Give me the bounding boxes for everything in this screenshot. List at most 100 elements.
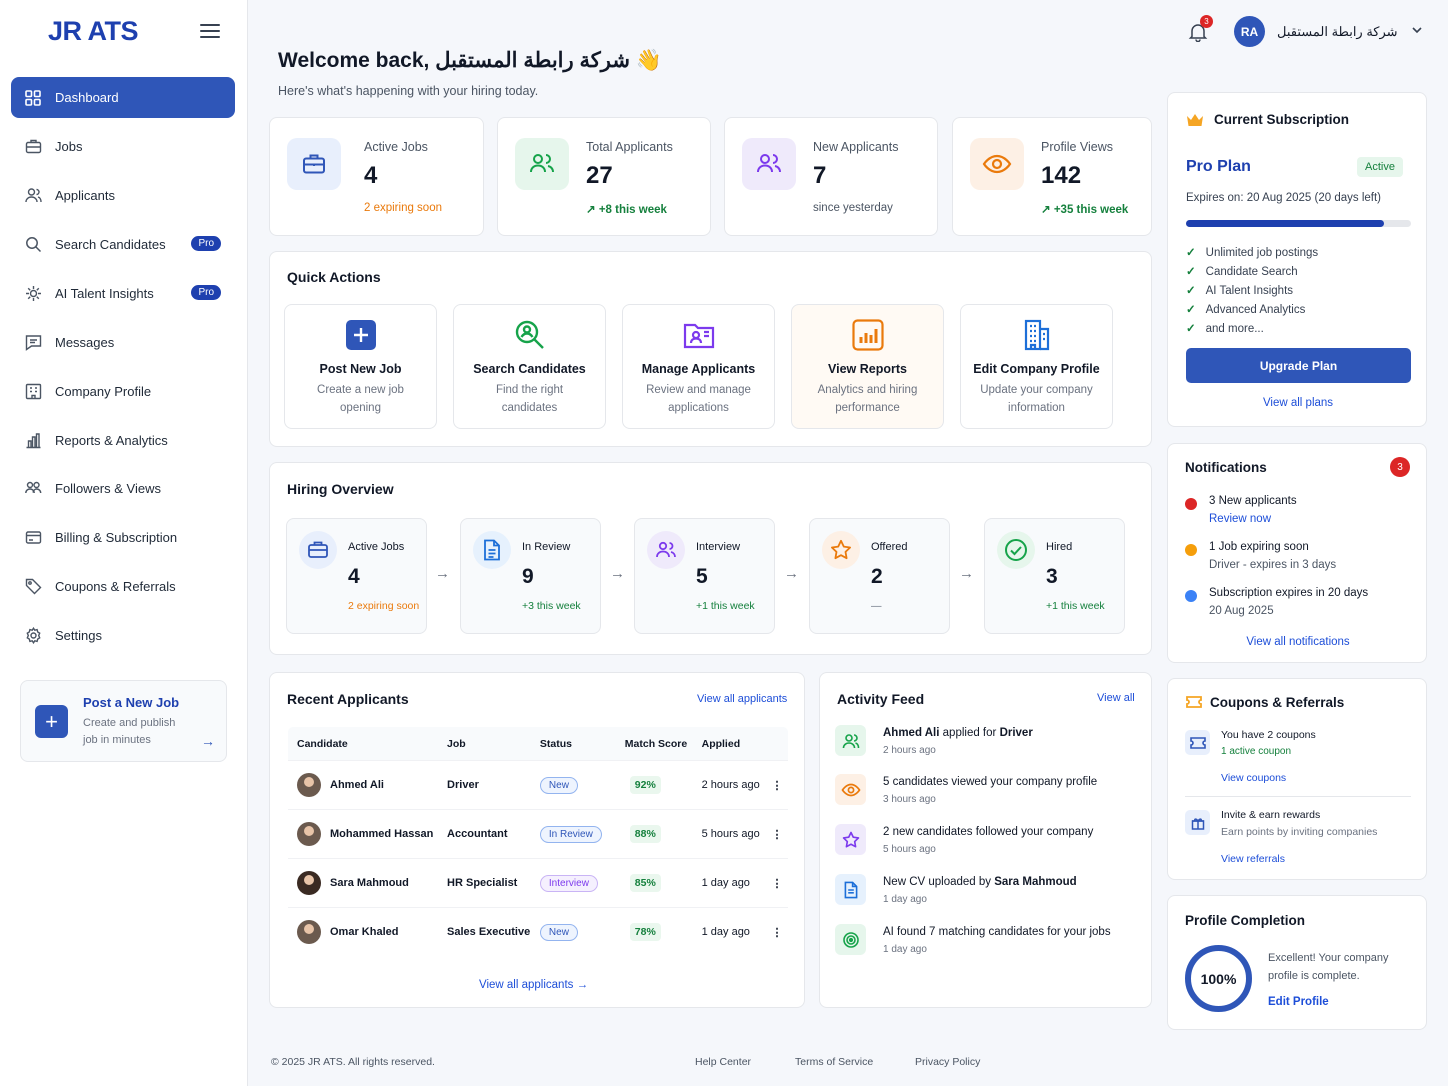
stat-value: 27 [586, 162, 613, 189]
sidebar-item-followers[interactable]: Followers & Views [11, 468, 235, 509]
chevron-down-icon[interactable] [1411, 24, 1423, 36]
folder-users-icon [682, 318, 716, 352]
section-title: Hiring Overview [287, 481, 394, 497]
job-title: Accountant [438, 809, 531, 859]
view-coupons-link[interactable]: View coupons [1221, 772, 1287, 784]
notification-subtitle[interactable]: Review now [1209, 513, 1271, 525]
profile-completion-panel: Profile Completion 100% Excellent! Your … [1167, 895, 1427, 1030]
plus-square-icon [344, 318, 378, 352]
sidebar-item-reports[interactable]: Reports & Analytics [11, 420, 235, 461]
stat-card-profile-views[interactable]: Profile Views 142 ↗ +35 this week [952, 117, 1152, 236]
more-options-icon[interactable]: ⋮ [762, 907, 788, 956]
sidebar-item-jobs[interactable]: Jobs [11, 126, 235, 167]
sidebar-item-company-profile[interactable]: Company Profile [11, 371, 235, 412]
section-title: Coupons & Referrals [1210, 695, 1345, 710]
sidebar-item-search-candidates[interactable]: Search Candidates Pro [11, 224, 235, 265]
table-row[interactable]: Omar Khaled Sales Executive New 78% 1 da… [288, 907, 788, 956]
stat-label: Total Applicants [586, 140, 673, 154]
stat-card-active-jobs[interactable]: Active Jobs 4 2 expiring soon [269, 117, 484, 236]
quick-action-desc: Review and manage applications [646, 384, 751, 414]
view-referrals-link[interactable]: View referrals [1221, 853, 1285, 865]
more-options-icon[interactable]: ⋮ [762, 858, 788, 908]
hiring-stage-in-review[interactable]: In Review 9 +3 this week [460, 518, 601, 634]
status-badge: Active [1357, 157, 1403, 177]
gear-icon [24, 627, 42, 645]
table-row[interactable]: Mohammed Hassan Accountant In Review 88%… [288, 809, 788, 859]
more-options-icon[interactable]: ⋮ [762, 809, 788, 859]
column-header: Job [438, 727, 531, 761]
section-title: Activity Feed [837, 691, 925, 707]
section-title: Current Subscription [1214, 112, 1350, 127]
footer-link-privacy[interactable]: Privacy Policy [915, 1056, 981, 1068]
sidebar-item-coupons[interactable]: Coupons & Referrals [11, 566, 235, 607]
notification-bell[interactable]: 3 [1188, 15, 1213, 45]
hiring-stage-offered[interactable]: Offered 2 — [809, 518, 950, 634]
menu-toggle-icon[interactable] [200, 24, 220, 40]
footer-link-help[interactable]: Help Center [695, 1056, 752, 1068]
job-title: Driver [438, 760, 531, 810]
view-all-notifications-link[interactable]: View all notifications [1246, 636, 1350, 648]
quick-action-manage-applicants[interactable]: Manage Applicants Review and manage appl… [622, 304, 775, 429]
stat-card-new-applicants[interactable]: New Applicants 7 since yesterday [724, 117, 938, 236]
job-title: Sales Executive [438, 907, 531, 956]
check-icon: ✓ [1186, 323, 1196, 335]
briefcase-icon [299, 531, 337, 569]
quick-action-search-candidates[interactable]: Search Candidates Find the right candida… [453, 304, 606, 429]
message-icon [24, 334, 42, 352]
sidebar-item-label: Billing & Subscription [55, 530, 178, 545]
quick-action-view-reports[interactable]: View Reports Analytics and hiring perfor… [791, 304, 944, 429]
notification-title: 3 New applicants [1209, 495, 1297, 507]
quick-action-edit-company[interactable]: Edit Company Profile Update your company… [960, 304, 1113, 429]
column-header-actions [762, 727, 788, 761]
edit-profile-link[interactable]: Edit Profile [1268, 996, 1329, 1008]
view-all-applicants-link[interactable]: View all applicants [697, 693, 788, 705]
sidebar-item-label: Applicants [55, 188, 115, 203]
view-all-plans-link[interactable]: View all plans [1262, 397, 1334, 409]
stage-label: Active Jobs [348, 541, 405, 553]
more-options-icon[interactable]: ⋮ [762, 760, 788, 810]
sidebar-item-messages[interactable]: Messages [11, 322, 235, 363]
view-all-applicants-footer-link[interactable]: View all applicants → [479, 979, 588, 991]
match-score: 85% [629, 874, 661, 892]
hiring-stage-hired[interactable]: Hired 3 +1 this week [984, 518, 1125, 634]
stage-note: +1 this week [1046, 600, 1105, 612]
eye-icon [970, 138, 1024, 190]
post-job-cta[interactable]: + Post a New Job Create and publish job … [20, 680, 227, 762]
stage-value: 5 [696, 565, 708, 588]
crown-icon [1186, 112, 1204, 131]
avatar[interactable]: RA [1234, 16, 1265, 47]
sidebar-item-applicants[interactable]: Applicants [11, 175, 235, 216]
users-icon [647, 531, 685, 569]
table-row[interactable]: Ahmed Ali Driver New 92% 2 hours ago ⋮ [288, 760, 788, 810]
avatar [297, 920, 321, 944]
section-title: Profile Completion [1185, 913, 1306, 928]
upgrade-plan-button[interactable]: Upgrade Plan [1186, 348, 1411, 383]
activity-time: 1 day ago [883, 894, 927, 905]
sidebar-item-billing[interactable]: Billing & Subscription [11, 517, 235, 558]
tag-icon [24, 578, 42, 596]
candidate-name: Ahmed Ali [330, 778, 384, 791]
stat-note: ↗ +8 this week [586, 204, 667, 216]
user-name[interactable]: شركة رابطة المستقبل [1277, 24, 1398, 39]
eye-icon [835, 774, 866, 805]
cta-desc: Create and publish job in minutes [83, 717, 176, 746]
quick-action-post-job[interactable]: Post New Job Create a new job opening [284, 304, 437, 429]
hiring-stage-interview[interactable]: Interview 5 +1 this week [634, 518, 775, 634]
table-row[interactable]: Sara Mahmoud HR Specialist Interview 85%… [288, 858, 788, 908]
hiring-overview-panel: Hiring Overview Active Jobs 4 2 expiring… [269, 462, 1152, 655]
document-icon [835, 874, 866, 905]
avatar [297, 773, 321, 797]
page-title: Welcome back, شركة رابطة المستقبل 👋 [278, 49, 662, 72]
section-title: Notifications [1185, 460, 1267, 475]
sidebar-item-dashboard[interactable]: Dashboard [11, 77, 235, 118]
view-all-activity-link[interactable]: View all [1097, 692, 1135, 704]
app-logo[interactable]: JR ATS [48, 16, 139, 46]
sidebar-item-ai-talent-insights[interactable]: AI Talent Insights Pro [11, 273, 235, 314]
sidebar-item-settings[interactable]: Settings [11, 615, 235, 656]
hiring-stage-active-jobs[interactable]: Active Jobs 4 2 expiring soon [286, 518, 427, 634]
footer-link-terms[interactable]: Terms of Service [795, 1056, 874, 1068]
stat-card-total-applicants[interactable]: Total Applicants 27 ↗ +8 this week [497, 117, 711, 236]
user-icon [835, 725, 866, 756]
arrow-right-icon: → [435, 565, 450, 582]
column-header: Candidate [288, 727, 439, 761]
